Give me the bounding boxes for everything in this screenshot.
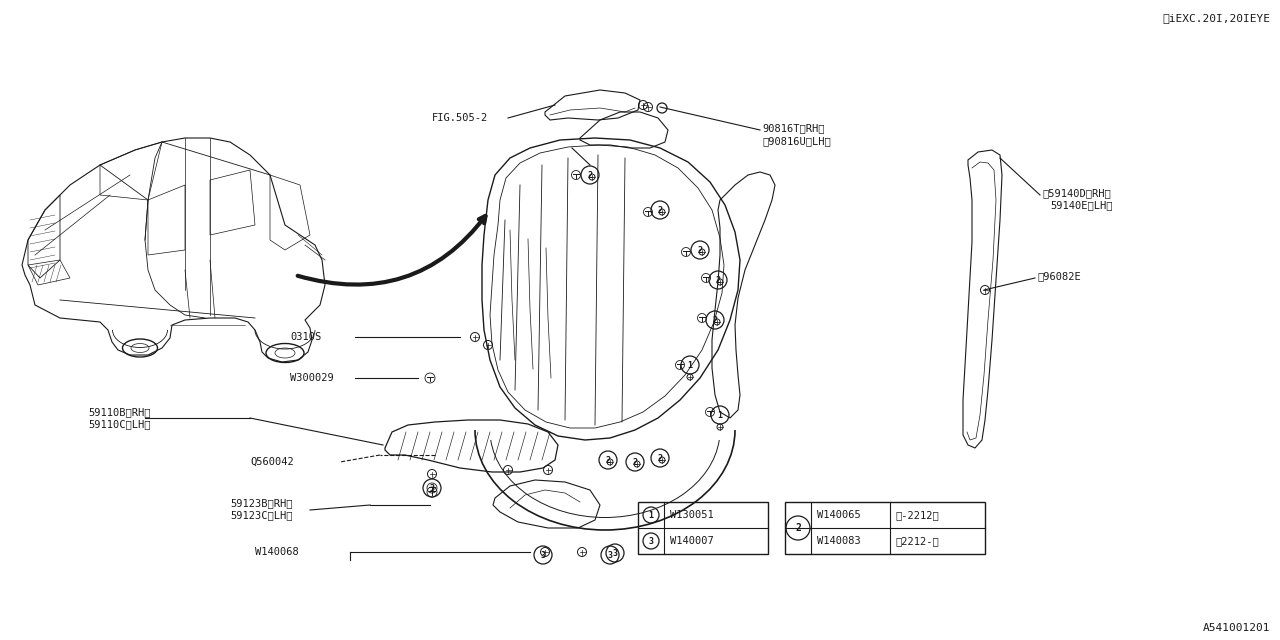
Text: FIG.505-2: FIG.505-2 xyxy=(433,113,488,123)
Text: W130051: W130051 xyxy=(669,510,714,520)
Text: 3: 3 xyxy=(649,536,654,545)
Text: 59110B〈RH〉: 59110B〈RH〉 xyxy=(88,407,151,417)
Text: W140083: W140083 xyxy=(817,536,860,546)
Bar xyxy=(637,502,768,554)
Text: ※iEXC.20I,20IEYE: ※iEXC.20I,20IEYE xyxy=(1162,13,1270,23)
Text: W140068: W140068 xyxy=(255,547,298,557)
FancyArrowPatch shape xyxy=(298,216,485,285)
Text: 1: 1 xyxy=(687,360,692,369)
Text: 3: 3 xyxy=(540,550,545,559)
Text: 〈2212-〉: 〈2212-〉 xyxy=(895,536,938,546)
Text: Q560042: Q560042 xyxy=(250,457,293,467)
Bar xyxy=(785,502,986,554)
Text: 3: 3 xyxy=(613,548,617,557)
Text: 〈-2212〉: 〈-2212〉 xyxy=(895,510,938,520)
Text: ※59140D〈RH〉: ※59140D〈RH〉 xyxy=(1042,188,1111,198)
Text: 59123B〈RH〉: 59123B〈RH〉 xyxy=(230,498,293,508)
Text: W300029: W300029 xyxy=(291,373,334,383)
Text: ※96082E: ※96082E xyxy=(1037,271,1080,281)
Text: 2: 2 xyxy=(658,454,663,463)
Text: 1: 1 xyxy=(649,511,654,520)
Text: W140065: W140065 xyxy=(817,510,860,520)
Text: 59140E〈LH〉: 59140E〈LH〉 xyxy=(1050,200,1112,210)
Text: 90816T〈RH〉: 90816T〈RH〉 xyxy=(762,123,824,133)
Text: 59110C〈LH〉: 59110C〈LH〉 xyxy=(88,419,151,429)
Text: 2: 2 xyxy=(588,170,593,179)
Text: 1: 1 xyxy=(718,410,722,419)
Text: 59123C〈LH〉: 59123C〈LH〉 xyxy=(230,510,293,520)
Text: 2: 2 xyxy=(605,456,611,465)
Text: W140007: W140007 xyxy=(669,536,714,546)
Text: ※90816U〈LH〉: ※90816U〈LH〉 xyxy=(762,136,831,146)
Text: 2: 2 xyxy=(658,205,663,214)
Text: 2: 2 xyxy=(713,316,718,324)
Text: A541001201: A541001201 xyxy=(1202,623,1270,633)
Text: 2: 2 xyxy=(632,458,637,467)
Text: 2: 2 xyxy=(795,523,801,533)
Text: 3: 3 xyxy=(608,550,613,559)
Text: 3: 3 xyxy=(430,483,434,493)
Text: 0310S: 0310S xyxy=(291,332,321,342)
Text: 2: 2 xyxy=(716,275,721,285)
Text: 2: 2 xyxy=(698,246,703,255)
